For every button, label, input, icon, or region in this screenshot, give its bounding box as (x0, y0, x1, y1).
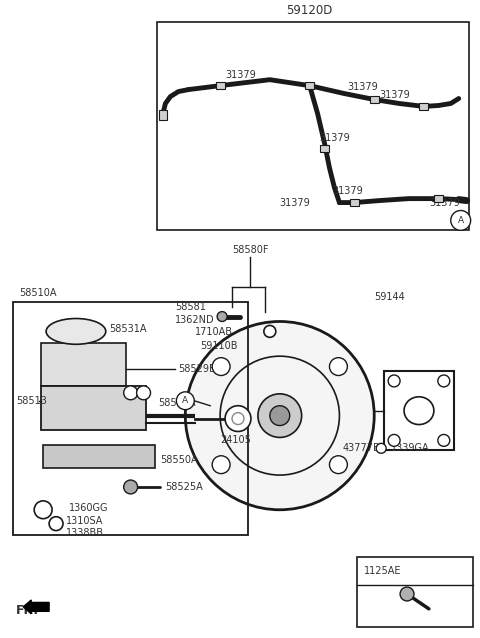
Text: 31379: 31379 (379, 89, 410, 100)
Text: 1125AE: 1125AE (364, 566, 402, 576)
Bar (320, 145, 329, 152)
Text: 31379: 31379 (280, 198, 311, 207)
Text: 31379: 31379 (225, 70, 256, 80)
Polygon shape (41, 386, 145, 431)
Polygon shape (41, 343, 126, 386)
Text: 58510A: 58510A (19, 288, 57, 298)
Text: 1339GA: 1339GA (391, 443, 430, 454)
Text: 59120D: 59120D (287, 4, 333, 17)
Circle shape (329, 358, 348, 376)
Text: 58580F: 58580F (232, 245, 268, 255)
Circle shape (258, 394, 301, 438)
Circle shape (137, 386, 151, 400)
Circle shape (388, 375, 400, 387)
Circle shape (376, 443, 386, 453)
Text: 43777B: 43777B (342, 443, 380, 454)
Circle shape (438, 434, 450, 447)
Text: 31379: 31379 (348, 82, 378, 92)
Bar (159, 110, 168, 121)
Text: 58581: 58581 (175, 302, 206, 311)
Bar (350, 199, 359, 206)
Polygon shape (43, 445, 156, 468)
Circle shape (264, 325, 276, 338)
Bar (370, 96, 379, 103)
Text: 58531A: 58531A (109, 324, 146, 334)
Circle shape (217, 311, 227, 322)
Bar (216, 82, 225, 89)
Circle shape (438, 375, 450, 387)
Circle shape (185, 322, 374, 510)
Text: 24105: 24105 (220, 435, 251, 445)
Text: 58529B: 58529B (179, 364, 216, 374)
Text: A: A (457, 216, 464, 225)
Circle shape (212, 456, 230, 473)
Circle shape (124, 386, 138, 400)
Circle shape (176, 392, 194, 410)
Text: 58550A: 58550A (160, 456, 198, 465)
Bar (305, 82, 314, 89)
Circle shape (232, 413, 244, 424)
Text: 58525A: 58525A (166, 482, 203, 492)
Circle shape (270, 406, 290, 426)
Text: 1360GG: 1360GG (69, 503, 108, 513)
Bar (420, 103, 429, 110)
Text: 1362ND: 1362ND (175, 315, 215, 325)
FancyArrow shape (23, 600, 49, 614)
Circle shape (451, 211, 471, 230)
Text: 59110B: 59110B (200, 341, 238, 352)
Text: 31379: 31379 (333, 186, 363, 196)
Text: FR.: FR. (16, 604, 39, 618)
Text: 31379: 31379 (320, 133, 350, 143)
Text: 31379: 31379 (429, 198, 460, 207)
Bar (434, 195, 444, 202)
Text: 58513: 58513 (16, 396, 47, 406)
Circle shape (212, 358, 230, 376)
Circle shape (49, 517, 63, 531)
Circle shape (124, 480, 138, 494)
Circle shape (388, 434, 400, 447)
Circle shape (329, 456, 348, 473)
Text: 1710AB: 1710AB (195, 327, 233, 338)
Text: 58540A: 58540A (158, 397, 196, 408)
Text: A: A (182, 396, 188, 405)
Circle shape (34, 501, 52, 519)
Ellipse shape (46, 318, 106, 345)
Text: 1310SA: 1310SA (66, 516, 103, 526)
Circle shape (225, 406, 251, 431)
Circle shape (400, 587, 414, 601)
Text: 1338BB: 1338BB (66, 528, 104, 538)
Text: 59144: 59144 (374, 292, 405, 302)
